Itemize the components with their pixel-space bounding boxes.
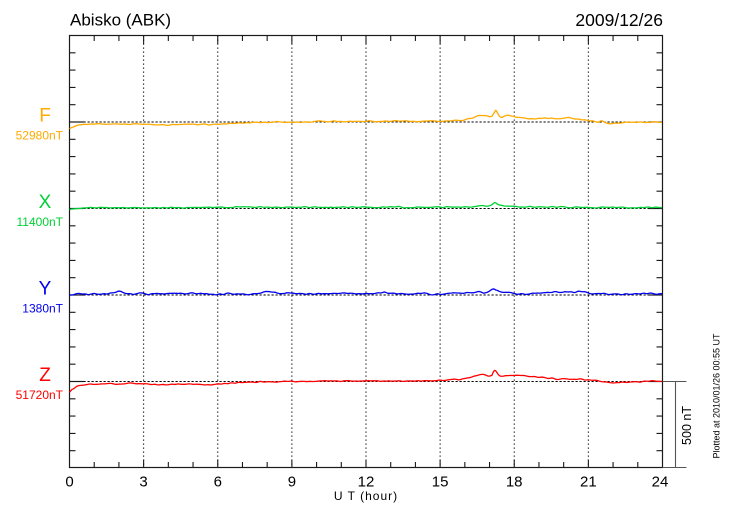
svg-text:21: 21 — [580, 474, 597, 491]
svg-text:F: F — [39, 106, 51, 127]
svg-text:52980nT: 52980nT — [16, 129, 64, 143]
svg-text:Plotted at 2010/01/26 00:55 UT: Plotted at 2010/01/26 00:55 UT — [712, 333, 722, 459]
svg-text:0: 0 — [65, 474, 73, 491]
svg-text:9: 9 — [288, 474, 296, 491]
svg-text:18: 18 — [506, 474, 523, 491]
svg-text:Y: Y — [39, 279, 52, 300]
svg-text:15: 15 — [432, 474, 449, 491]
svg-text:24: 24 — [652, 474, 669, 491]
svg-text:Z: Z — [39, 365, 51, 386]
svg-text:X: X — [39, 192, 52, 213]
svg-text:51720nT: 51720nT — [16, 388, 64, 402]
svg-text:1380nT: 1380nT — [22, 302, 63, 316]
svg-text:2009/12/26: 2009/12/26 — [575, 10, 663, 30]
svg-text:12: 12 — [358, 474, 375, 491]
svg-text:11400nT: 11400nT — [17, 215, 64, 229]
svg-text:500 nT: 500 nT — [680, 406, 694, 445]
svg-text:Abisko (ABK): Abisko (ABK) — [70, 10, 171, 29]
svg-text:3: 3 — [139, 474, 147, 491]
svg-text:6: 6 — [214, 474, 222, 491]
svg-text:U T (hour): U T (hour) — [334, 489, 398, 503]
